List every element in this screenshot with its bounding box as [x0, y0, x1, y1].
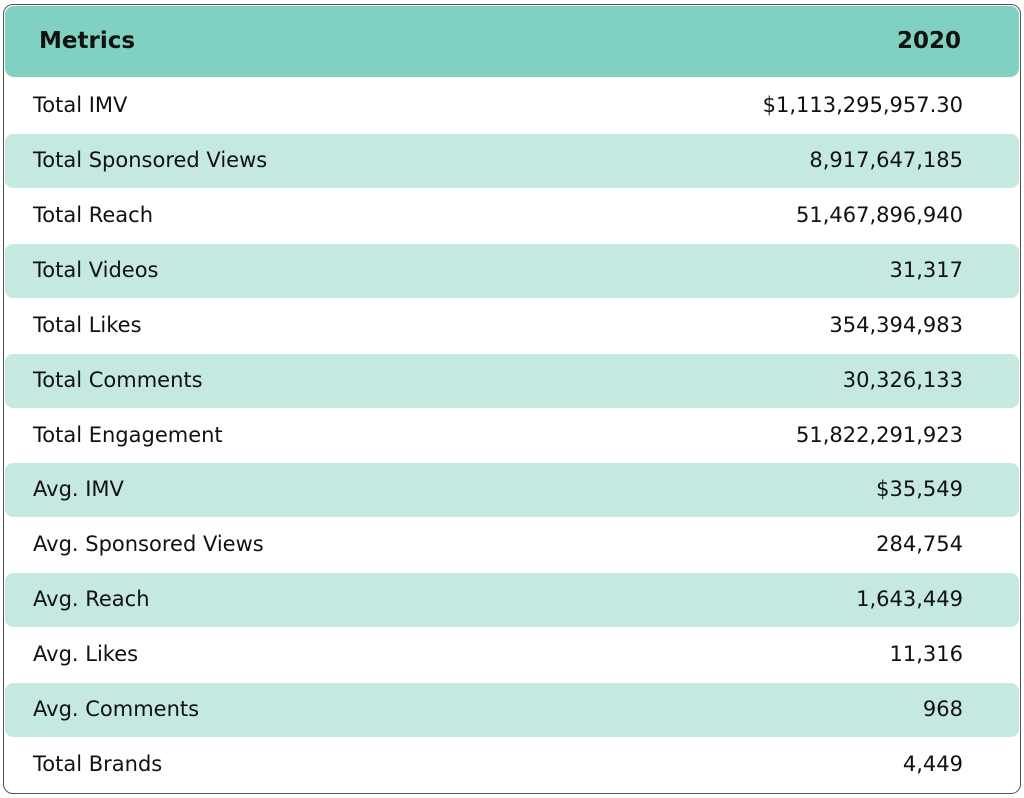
table-row: Avg. Sponsored Views 284,754 — [5, 518, 1019, 572]
table-row: Total Engagement 51,822,291,923 — [5, 409, 1019, 463]
metric-cell: Total Engagement — [33, 422, 223, 447]
metric-cell: Total Brands — [33, 752, 163, 777]
table-row: Avg. Comments 968 — [5, 683, 1019, 738]
metric-cell: Avg. Likes — [33, 642, 139, 667]
metric-cell: Avg. Reach — [33, 587, 150, 612]
value-cell: 4,449 — [902, 752, 963, 777]
table-row: Avg. IMV $35,549 — [5, 463, 1019, 518]
value-cell: 51,822,291,923 — [796, 422, 963, 447]
table-row: Total Brands 4,449 — [5, 738, 1019, 792]
value-cell: $1,113,295,957.30 — [762, 93, 963, 117]
value-cell: $35,549 — [876, 477, 963, 502]
table-header: Metrics 2020 — [5, 6, 1019, 77]
header-cell: Metrics — [39, 28, 136, 54]
metric-cell: Total IMV — [33, 93, 128, 117]
value-cell: 11,316 — [889, 642, 963, 667]
metric-cell: Total Comments — [33, 367, 203, 392]
metric-cell: Avg. Comments — [33, 697, 200, 722]
metric-cell: Total Likes — [33, 312, 142, 337]
value-cell: 968 — [922, 697, 963, 722]
table-row: Total Videos 31,317 — [5, 243, 1019, 298]
value-cell: 284,754 — [876, 532, 963, 557]
table-row: Total Comments 30,326,133 — [5, 353, 1019, 408]
value-cell: 31,317 — [889, 257, 963, 282]
header-cell: 2020 — [896, 28, 961, 54]
value-cell: 51,467,896,940 — [796, 202, 963, 227]
table-row: Avg. Reach 1,643,449 — [5, 573, 1019, 628]
table-row: Avg. Likes 11,316 — [5, 628, 1019, 682]
metric-cell: Total Sponsored Views — [33, 147, 268, 172]
metric-cell: Total Videos — [33, 257, 159, 282]
value-cell: 354,394,983 — [829, 312, 963, 337]
metric-cell: Avg. IMV — [33, 477, 124, 502]
value-cell: 30,326,133 — [842, 367, 963, 392]
metrics-table: Metrics 2020 Total IMV $1,113,295,957.30 T… — [3, 4, 1021, 794]
metric-cell: Avg. Sponsored Views — [33, 532, 264, 557]
value-cell: 8,917,647,185 — [809, 147, 963, 172]
table-row: Total IMV $1,113,295,957.30 — [5, 79, 1019, 133]
value-cell: 1,643,449 — [856, 587, 963, 612]
table-row: Total Sponsored Views 8,917,647,185 — [5, 133, 1019, 188]
table-row: Total Reach 51,467,896,940 — [5, 189, 1019, 243]
metric-cell: Total Reach — [33, 202, 154, 227]
table-row: Total Likes 354,394,983 — [5, 299, 1019, 353]
